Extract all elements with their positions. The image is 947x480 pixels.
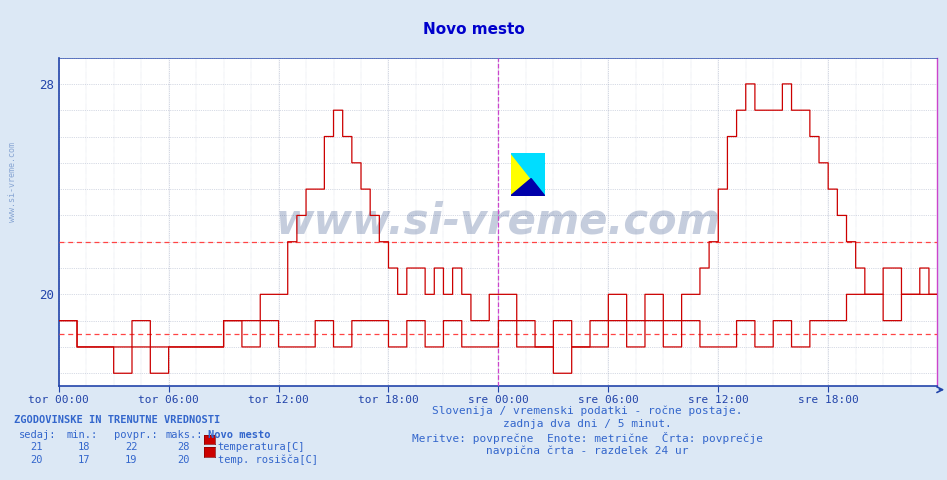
Text: 19: 19 — [125, 455, 137, 465]
Text: povpr.:: povpr.: — [114, 430, 157, 440]
Text: sedaj:: sedaj: — [19, 430, 57, 440]
Text: Novo mesto: Novo mesto — [422, 22, 525, 36]
Text: zadnja dva dni / 5 minut.: zadnja dva dni / 5 minut. — [503, 419, 671, 429]
Text: Meritve: povprečne  Enote: metrične  Črta: povprečje: Meritve: povprečne Enote: metrične Črta:… — [412, 432, 762, 444]
Text: ZGODOVINSKE IN TRENUTNE VREDNOSTI: ZGODOVINSKE IN TRENUTNE VREDNOSTI — [14, 415, 221, 425]
Text: temperatura[C]: temperatura[C] — [218, 442, 305, 452]
Text: temp. rosišča[C]: temp. rosišča[C] — [218, 455, 318, 465]
Text: min.:: min.: — [66, 430, 98, 440]
Text: www.si-vreme.com: www.si-vreme.com — [8, 143, 17, 222]
Text: maks.:: maks.: — [166, 430, 204, 440]
Text: Novo mesto: Novo mesto — [208, 430, 271, 440]
Polygon shape — [510, 179, 545, 196]
Text: 20: 20 — [30, 455, 43, 465]
Text: 22: 22 — [125, 442, 137, 452]
Text: 28: 28 — [177, 442, 189, 452]
Text: 21: 21 — [30, 442, 43, 452]
Text: navpična črta - razdelek 24 ur: navpična črta - razdelek 24 ur — [486, 446, 688, 456]
Text: 18: 18 — [78, 442, 90, 452]
Text: www.si-vreme.com: www.si-vreme.com — [276, 201, 720, 243]
Polygon shape — [510, 153, 545, 196]
Text: 20: 20 — [177, 455, 189, 465]
Text: Slovenija / vremenski podatki - ročne postaje.: Slovenija / vremenski podatki - ročne po… — [432, 406, 742, 416]
Text: 17: 17 — [78, 455, 90, 465]
